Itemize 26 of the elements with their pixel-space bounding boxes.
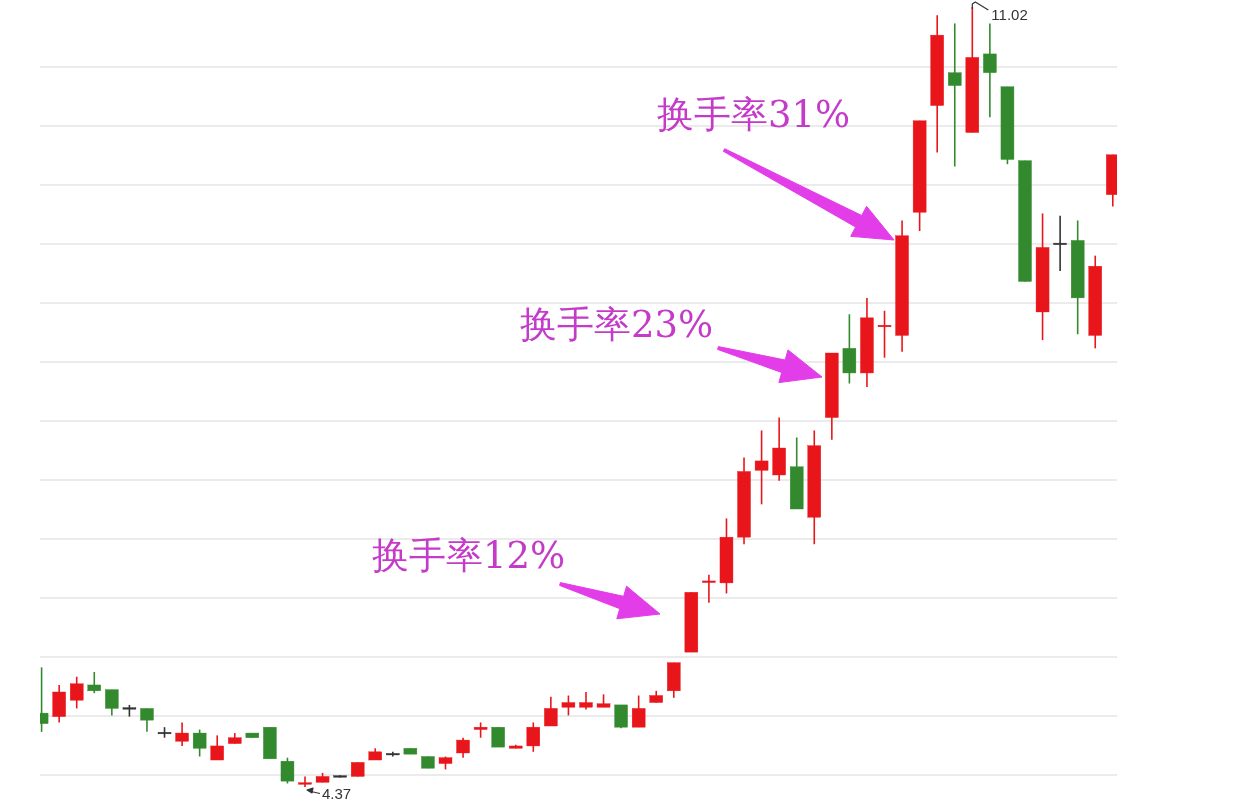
candlestick bbox=[87, 671, 101, 694]
annotation: 4.37 bbox=[322, 785, 352, 802]
candlestick bbox=[561, 694, 576, 717]
annotation: 换手率31% bbox=[657, 93, 851, 136]
candlestick bbox=[298, 775, 312, 788]
candlestick bbox=[948, 22, 962, 168]
candlestick bbox=[192, 728, 207, 758]
annotation: 11.02 bbox=[991, 6, 1028, 23]
annotation: 换手率23% bbox=[520, 303, 714, 346]
candlestick bbox=[70, 675, 84, 710]
candlestick bbox=[140, 707, 154, 733]
candlestick bbox=[210, 734, 224, 761]
candlestick bbox=[456, 736, 470, 759]
candlestick bbox=[877, 309, 892, 359]
candlestick bbox=[754, 429, 769, 506]
candlestick bbox=[702, 573, 716, 604]
candlestick bbox=[491, 726, 505, 748]
candlestick bbox=[1053, 214, 1067, 272]
candlestick bbox=[631, 694, 646, 728]
candlestick bbox=[105, 688, 119, 717]
annotation: 换手率12% bbox=[372, 534, 566, 577]
candlestick bbox=[983, 22, 997, 119]
candlestick bbox=[526, 721, 540, 753]
candlestick bbox=[175, 721, 189, 747]
candlestick bbox=[280, 756, 295, 785]
candlestick bbox=[544, 695, 558, 727]
